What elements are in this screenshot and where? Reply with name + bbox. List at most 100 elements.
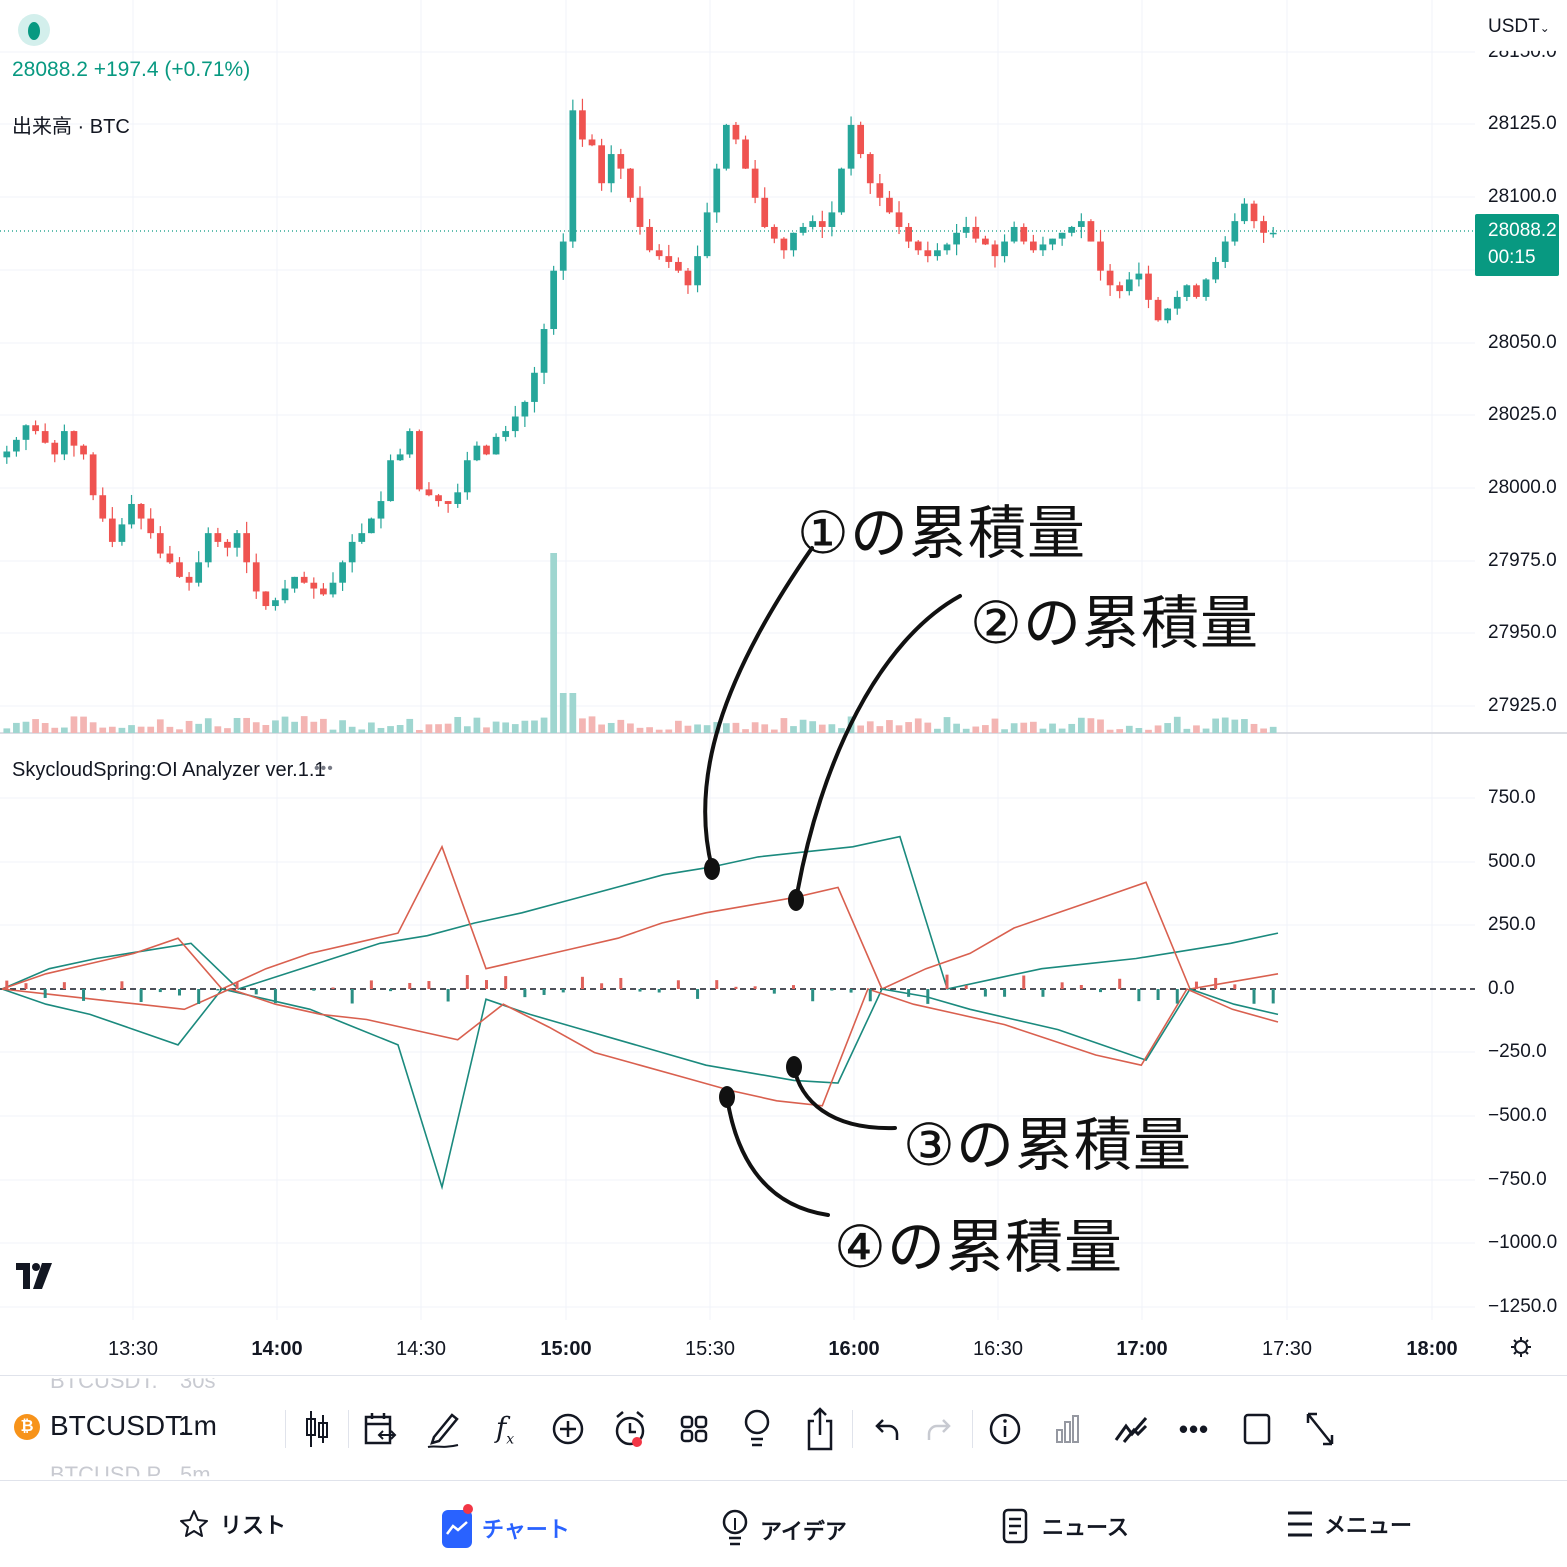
oi-histogram-bar: [1041, 989, 1045, 997]
fullscreen-square-icon[interactable]: [1235, 1405, 1279, 1453]
currency-selector[interactable]: USDT⌄: [1488, 16, 1550, 38]
trend-icon[interactable]: [1109, 1405, 1153, 1453]
volume-bar: [61, 727, 68, 733]
oi-histogram-bar: [657, 989, 661, 993]
oi-histogram-bar: [1233, 984, 1237, 989]
draw-icon[interactable]: [421, 1405, 465, 1453]
candle-body: [156, 533, 164, 554]
volume-bar: [511, 724, 519, 733]
volume-bar: [943, 717, 951, 733]
candle-body: [675, 261, 682, 271]
oi-histogram-bar: [389, 989, 393, 992]
candle-body: [435, 495, 442, 502]
more-icon[interactable]: •••: [1178, 1413, 1210, 1444]
interval-prev: 30s: [180, 1368, 216, 1393]
indicators-icon[interactable]: fx: [495, 1410, 515, 1448]
candle-body: [1260, 221, 1267, 233]
volume-bar: [51, 727, 59, 733]
candle-body: [204, 533, 212, 563]
indicator-title[interactable]: SkycloudSpring:OI Analyzer ver.1.1: [12, 759, 326, 781]
annotation-3: ③の累積量: [903, 1111, 1192, 1179]
expand-icon[interactable]: [1298, 1405, 1342, 1453]
candle-body: [22, 425, 30, 440]
candle-body: [377, 501, 385, 519]
time-tick: 15:30: [684, 1338, 736, 1360]
volume-bar: [128, 725, 135, 733]
time-tick: 16:30: [972, 1338, 1024, 1360]
volume-bar: [780, 718, 788, 733]
oi-histogram-bar: [792, 985, 796, 989]
volume-bar: [934, 728, 941, 733]
compare-icon[interactable]: [358, 1405, 402, 1453]
volume-bar: [905, 722, 912, 733]
candles-icon[interactable]: [295, 1405, 339, 1453]
volume-bar: [866, 721, 874, 733]
oi-histogram-bar: [254, 989, 258, 995]
oi-histogram-bar: [696, 989, 700, 999]
bitcoin-icon: ₿: [14, 1414, 40, 1440]
volume-bar: [108, 726, 116, 733]
volume-bar: [655, 729, 663, 733]
add-icon[interactable]: [546, 1405, 590, 1453]
volume-bar: [281, 716, 289, 733]
volume-icon[interactable]: [1046, 1405, 1090, 1453]
interval-selector[interactable]: 1m: [178, 1410, 217, 1441]
volume-bar: [742, 729, 749, 733]
candle-body: [857, 124, 865, 155]
volume-bar: [1039, 728, 1047, 733]
time-tick: 17:00: [1116, 1338, 1168, 1360]
info-icon[interactable]: [983, 1405, 1027, 1453]
volume-bar: [636, 727, 644, 733]
candle-body: [751, 168, 759, 198]
candle-body: [425, 489, 433, 496]
volume-bar: [233, 717, 241, 733]
oi-histogram-bar: [24, 983, 28, 989]
share-icon[interactable]: [798, 1405, 842, 1453]
settings-gear-icon[interactable]: [1510, 1336, 1532, 1363]
candle-body: [982, 238, 989, 245]
tradingview-logo[interactable]: [16, 1263, 56, 1296]
candle-body: [1077, 221, 1085, 227]
nav-chart[interactable]: チャート: [442, 1504, 570, 1548]
volume-bars: [3, 553, 1277, 733]
oi-histogram-bar: [1137, 989, 1141, 1002]
layout-icon[interactable]: [672, 1405, 716, 1453]
symbol-selector[interactable]: BTCUSDT.: [50, 1410, 187, 1441]
nav-list[interactable]: リスト: [178, 1508, 286, 1540]
nav-news[interactable]: ニュース: [1002, 1508, 1129, 1544]
candle-body: [1202, 279, 1210, 297]
candle-body: [128, 503, 135, 525]
candle-body: [1058, 232, 1066, 239]
candle-body: [32, 425, 39, 432]
volume-bar: [1106, 729, 1114, 733]
undo-icon[interactable]: [866, 1405, 910, 1453]
candle-body: [713, 168, 721, 213]
callout-line-3: [792, 1065, 897, 1131]
oi-histogram-bar: [1214, 977, 1218, 989]
redo-icon[interactable]: [916, 1405, 960, 1453]
nav-ideas-label: アイデア: [760, 1519, 847, 1544]
volume-bar: [1250, 723, 1258, 733]
indicator-more-icon[interactable]: •••: [314, 760, 334, 777]
candle-body: [291, 576, 298, 589]
indicator-tick: 0.0: [1488, 978, 1515, 999]
candle-body: [722, 124, 730, 169]
candle-body: [396, 454, 404, 461]
volume-bar: [329, 729, 337, 733]
candle-body: [185, 576, 193, 583]
oi-histogram-bar: [216, 989, 220, 991]
candle-body: [406, 431, 414, 455]
nav-menu[interactable]: メニュー: [1286, 1508, 1412, 1540]
oi-histogram-bar: [1252, 989, 1256, 1004]
candle-body: [368, 518, 375, 534]
candle-body: [1145, 273, 1152, 300]
volume-bar: [252, 722, 260, 733]
nav-ideas[interactable]: アイデア: [720, 1508, 847, 1552]
volume-bar: [483, 727, 490, 733]
ideas-icon[interactable]: [735, 1405, 779, 1453]
toolbar-separator: [348, 1410, 349, 1448]
candle-body: [99, 495, 107, 519]
alert-icon[interactable]: [609, 1405, 653, 1453]
candle-body: [761, 197, 769, 227]
